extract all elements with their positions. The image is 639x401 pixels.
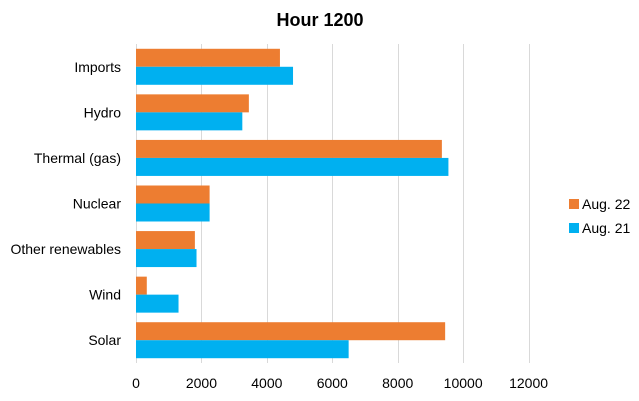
category-labels: Imports Hydro Thermal (gas) Nuclear Other re… [10,59,121,348]
bar-aug21-6 [136,340,349,359]
legend-swatch-aug22 [569,199,579,209]
bar-aug21-0 [136,66,294,85]
x-tick-label: 12000 [509,375,548,391]
bar-aug22-0 [136,48,280,67]
legend-label: Aug. 21 [582,220,630,236]
bar-aug22-5 [136,276,147,295]
category-label: Other renewables [10,241,121,257]
category-label: Wind [89,287,121,303]
category-label: Solar [88,332,121,348]
x-axis-tick-labels: 0 2000 4000 6000 8000 10000 12000 [132,375,548,391]
category-label: Hydro [84,104,122,120]
x-tick-label: 8000 [382,375,413,391]
bar-aug21-1 [136,112,243,131]
category-label: Imports [74,59,121,75]
x-tick-label: 6000 [317,375,348,391]
bars [136,48,449,359]
bar-aug22-1 [136,94,249,113]
category-label: Thermal (gas) [34,150,121,166]
bar-aug22-2 [136,139,442,158]
bar-aug21-5 [136,294,179,313]
bar-aug21-4 [136,249,197,268]
legend-swatch-aug21 [569,223,579,233]
bar-aug22-4 [136,231,195,250]
legend-label: Aug. 22 [582,196,630,212]
bar-aug21-3 [136,203,210,222]
bar-aug22-3 [136,185,210,204]
legend: Aug. 22 Aug. 21 [569,196,630,236]
category-label: Nuclear [73,196,122,212]
x-tick-label: 2000 [186,375,217,391]
x-tick-label: 4000 [251,375,282,391]
bar-aug21-2 [136,157,449,176]
chart-title: Hour 1200 [276,10,363,30]
bar-aug22-6 [136,322,446,341]
x-tick-label: 0 [132,375,140,391]
x-tick-label: 10000 [444,375,483,391]
